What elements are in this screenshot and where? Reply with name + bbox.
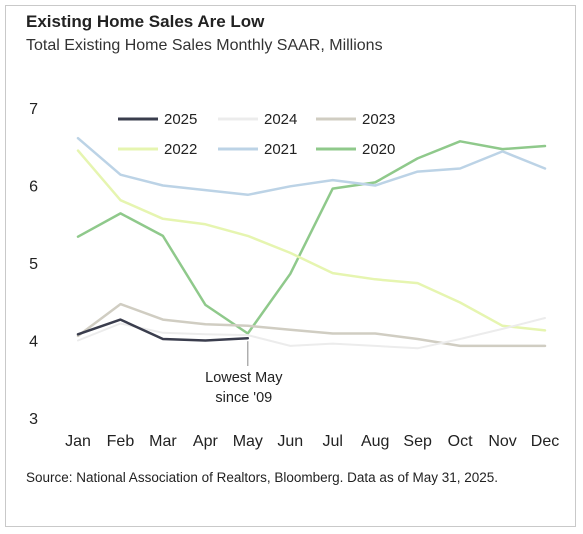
x-tick-label: Jun <box>277 433 303 450</box>
legend-label-2022: 2022 <box>164 141 197 158</box>
source-note: Source: National Association of Realtors… <box>26 470 499 485</box>
x-tick-label: Aug <box>361 433 389 450</box>
legend-label-2021: 2021 <box>264 141 297 158</box>
series-line-2022 <box>76 149 547 332</box>
chart-title: Existing Home Sales Are Low <box>26 12 265 31</box>
y-tick-label: 3 <box>29 411 38 428</box>
x-tick-label: Sep <box>403 433 432 450</box>
series-line-2020 <box>76 140 547 335</box>
legend-label-2024: 2024 <box>264 111 297 128</box>
x-tick-label: Oct <box>448 433 473 450</box>
series-line-2024 <box>77 317 546 350</box>
annotation-text: since '09 <box>215 390 272 406</box>
x-tick-label: Jul <box>323 433 343 450</box>
series-line-2023 <box>76 302 547 348</box>
legend-label-2020: 2020 <box>362 141 395 158</box>
y-tick-label: 6 <box>29 179 38 196</box>
chart-subtitle: Total Existing Home Sales Monthly SAAR, … <box>26 37 383 54</box>
x-tick-label: May <box>233 433 263 450</box>
chart-frame <box>5 5 576 527</box>
x-tick-label: Mar <box>149 433 177 450</box>
x-tick-label: Dec <box>531 433 559 450</box>
y-tick-label: 7 <box>29 101 38 118</box>
x-tick-label: Jan <box>65 433 91 450</box>
x-tick-label: Nov <box>488 433 516 450</box>
series-line-2021 <box>76 136 547 197</box>
x-tick-label: Apr <box>193 433 219 450</box>
y-tick-label: 5 <box>29 256 38 273</box>
x-tick-label: Feb <box>107 433 135 450</box>
annotation-text: Lowest May <box>205 370 283 386</box>
y-tick-label: 4 <box>29 334 38 351</box>
legend-label-2023: 2023 <box>362 111 395 128</box>
legend-label-2025: 2025 <box>164 111 197 128</box>
series-line-2025 <box>76 318 250 342</box>
